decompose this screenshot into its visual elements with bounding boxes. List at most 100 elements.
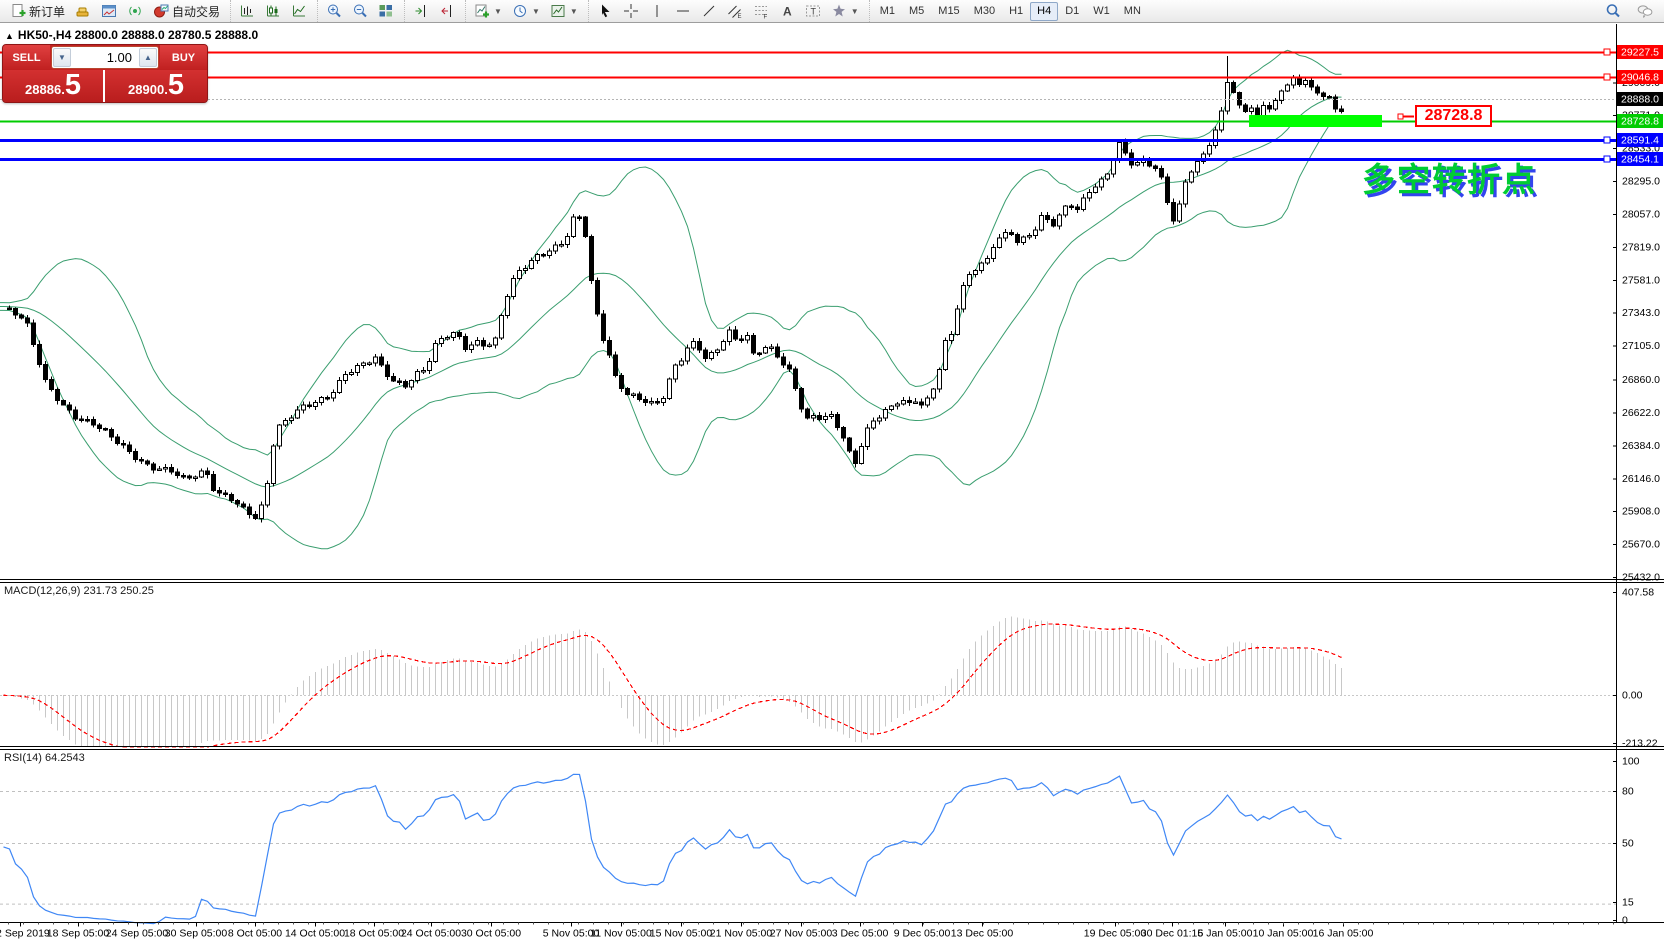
timeframe-h4-button[interactable]: H4 bbox=[1030, 1, 1059, 21]
channel-button[interactable]: E bbox=[722, 1, 748, 21]
svg-text:25670.0: 25670.0 bbox=[1622, 539, 1660, 551]
svg-text:10 Jan 05:00: 10 Jan 05:00 bbox=[1253, 928, 1314, 940]
auto-trading-button[interactable]: 自动交易 bbox=[148, 1, 225, 21]
volume-up-button[interactable]: ▲ bbox=[139, 48, 157, 67]
cursor-button[interactable] bbox=[592, 1, 618, 21]
buy-price-button[interactable]: 28900. 5 bbox=[105, 69, 207, 102]
chart-window: 29009.028771.028533.028295.028057.027819… bbox=[0, 24, 1664, 944]
svg-text:28888.0: 28888.0 bbox=[1621, 94, 1659, 106]
timeframe-m5-button[interactable]: M5 bbox=[909, 5, 925, 17]
svg-text:21 Nov 05:00: 21 Nov 05:00 bbox=[710, 928, 773, 940]
periods-button[interactable]: ▼ bbox=[507, 1, 545, 21]
horizontal-line-button[interactable] bbox=[670, 1, 696, 21]
dropdown-caret-icon[interactable]: ▼ bbox=[494, 6, 502, 16]
price-axis[interactable]: 29009.028771.028533.028295.028057.027819… bbox=[0, 24, 1664, 940]
text-label-button[interactable]: T bbox=[800, 1, 826, 21]
tile-windows-button[interactable] bbox=[373, 1, 399, 21]
fibo-icon: F bbox=[754, 6, 767, 19]
svg-text:12 Sep 2019: 12 Sep 2019 bbox=[0, 928, 50, 940]
doc-plus-icon bbox=[12, 4, 26, 17]
svg-text:27343.0: 27343.0 bbox=[1622, 307, 1660, 319]
timeframe-m30-button[interactable]: M30 bbox=[973, 5, 996, 17]
svg-text:26860.0: 26860.0 bbox=[1622, 374, 1660, 386]
auto-scroll-button[interactable] bbox=[434, 1, 460, 21]
arrows-icon bbox=[832, 4, 845, 17]
svg-text:13 Dec 05:00: 13 Dec 05:00 bbox=[951, 928, 1014, 940]
chart-shift-button[interactable] bbox=[408, 1, 434, 21]
line-chart-button[interactable] bbox=[286, 1, 312, 21]
rsi-indicator-label: RSI(14) 64.2543 bbox=[4, 752, 85, 764]
svg-text:25908.0: 25908.0 bbox=[1622, 506, 1660, 518]
svg-text:27105.0: 27105.0 bbox=[1622, 340, 1660, 352]
buy-button[interactable]: BUY bbox=[160, 45, 207, 70]
timeframe-m15-button[interactable]: M15 bbox=[938, 5, 960, 17]
timeframe-h1-button[interactable]: H1 bbox=[1009, 5, 1024, 17]
bar-chart-button[interactable] bbox=[234, 1, 260, 21]
toolbar-group-objects: E F A T ▼ bbox=[587, 0, 867, 22]
toolbar-group-insert: ▼ ▼ ▼ bbox=[465, 0, 586, 22]
highlight-rectangle[interactable] bbox=[1249, 115, 1382, 128]
dropdown-caret-icon[interactable]: ▼ bbox=[850, 6, 859, 16]
textA-icon: A bbox=[783, 5, 792, 19]
data-window-button[interactable] bbox=[96, 1, 122, 21]
signals-button[interactable] bbox=[122, 1, 148, 21]
svg-text:50: 50 bbox=[1622, 838, 1634, 850]
svg-text:27 Nov 05:00: 27 Nov 05:00 bbox=[770, 928, 833, 940]
toolbar-group-chart-type bbox=[230, 0, 315, 22]
text-button[interactable]: A bbox=[774, 1, 800, 21]
sell-price-button[interactable]: 28886. 5 bbox=[3, 70, 105, 102]
indicators-button[interactable]: ▼ bbox=[469, 1, 507, 21]
collapse-panel-icon[interactable]: ▲ bbox=[5, 31, 14, 41]
crosshair-button[interactable] bbox=[618, 1, 644, 21]
candles bbox=[7, 55, 1344, 523]
chat-icon bbox=[1637, 5, 1653, 18]
main-toolbar: 新订单 自动交易 ▼ ▼ ▼ E F A T ▼ M1 M5 M15 M30 H1 H4 D1 W1 MN bbox=[0, 0, 1664, 23]
trendline-button[interactable] bbox=[696, 1, 722, 21]
timeframe-w1-button[interactable]: W1 bbox=[1093, 5, 1110, 17]
sell-price-main: 28886. bbox=[25, 82, 65, 97]
buy-price-main: 28900. bbox=[128, 82, 168, 97]
svg-text:24 Oct 05:00: 24 Oct 05:00 bbox=[401, 928, 461, 940]
svg-text:15: 15 bbox=[1622, 897, 1634, 909]
hline-icon bbox=[676, 10, 689, 12]
svg-text:30 Oct 05:00: 30 Oct 05:00 bbox=[461, 928, 521, 940]
candlestick-chart-button[interactable] bbox=[260, 1, 286, 21]
zoom-in-button[interactable] bbox=[321, 1, 347, 21]
gold-icon bbox=[76, 7, 89, 17]
fibonacci-button[interactable]: F bbox=[748, 1, 774, 21]
price-note-label[interactable]: 28728.8 bbox=[1415, 105, 1492, 127]
one-click-trade-panel: SELL ▼ 1.00 ▲ BUY 28886. 5 28900. 5 bbox=[2, 44, 208, 103]
shift-icon bbox=[415, 5, 426, 17]
volume-stepper: ▼ 1.00 ▲ bbox=[51, 46, 159, 69]
timeframe-m1-button[interactable]: M1 bbox=[879, 5, 895, 17]
timeframe-d1-button[interactable]: D1 bbox=[1065, 5, 1080, 17]
chart-canvas[interactable]: 29009.028771.028533.028295.028057.027819… bbox=[0, 24, 1664, 944]
zoom-out-button[interactable] bbox=[347, 1, 373, 21]
volume-value[interactable]: 1.00 bbox=[106, 50, 132, 65]
templates-button[interactable]: ▼ bbox=[545, 1, 583, 21]
buy-price-big: 5 bbox=[167, 69, 184, 101]
chat-button[interactable] bbox=[1632, 1, 1658, 21]
volume-down-button[interactable]: ▼ bbox=[53, 48, 71, 67]
svg-text:28295.0: 28295.0 bbox=[1622, 176, 1660, 188]
zoom-in-icon bbox=[328, 4, 341, 18]
dropdown-caret-icon[interactable]: ▼ bbox=[569, 6, 578, 16]
search-button[interactable] bbox=[1600, 1, 1626, 21]
svg-text:26146.0: 26146.0 bbox=[1622, 473, 1660, 485]
svg-text:29046.8: 29046.8 bbox=[1621, 72, 1659, 84]
svg-text:29227.5: 29227.5 bbox=[1621, 47, 1659, 59]
new-order-button[interactable]: 新订单 bbox=[5, 1, 70, 21]
turning-point-annotation[interactable]: 多空转折点 bbox=[1362, 161, 1537, 198]
svg-text:3 Dec 05:00: 3 Dec 05:00 bbox=[832, 928, 889, 940]
market-watch-button[interactable] bbox=[70, 1, 96, 21]
vertical-line-button[interactable] bbox=[644, 1, 670, 21]
chart-objects[interactable] bbox=[0, 48, 1616, 163]
svg-text:28591.4: 28591.4 bbox=[1621, 135, 1659, 147]
dropdown-caret-icon[interactable]: ▼ bbox=[531, 6, 540, 16]
timeframe-mn-button[interactable]: MN bbox=[1123, 5, 1141, 17]
arrows-button[interactable]: ▼ bbox=[826, 1, 864, 21]
sell-button[interactable]: SELL bbox=[3, 45, 50, 70]
svg-text:0.00: 0.00 bbox=[1622, 690, 1643, 702]
search-icon bbox=[1606, 4, 1620, 18]
rsi-pane bbox=[0, 773, 1616, 925]
